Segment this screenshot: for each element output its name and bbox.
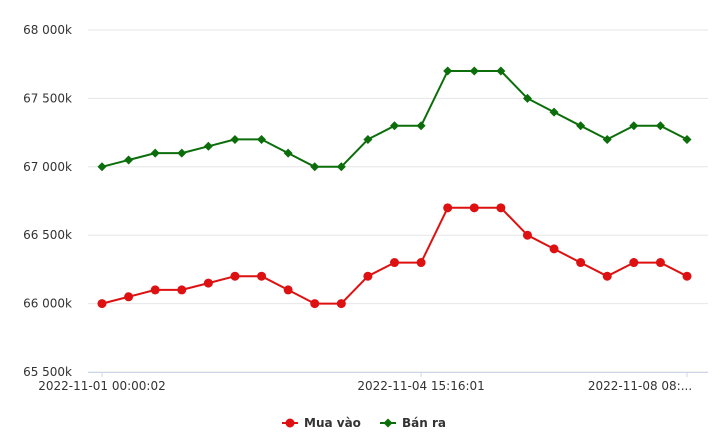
data-point[interactable] [336, 299, 346, 309]
data-point[interactable] [310, 162, 320, 172]
data-point[interactable] [469, 66, 479, 76]
data-point[interactable] [682, 271, 692, 281]
series-line [101, 206, 688, 305]
data-point[interactable] [629, 121, 639, 131]
data-point[interactable] [629, 258, 639, 268]
data-point[interactable] [496, 66, 506, 76]
y-tick-label: 67 500k [23, 91, 72, 105]
data-point[interactable] [602, 271, 612, 281]
data-point[interactable] [97, 162, 107, 172]
data-point[interactable] [602, 134, 612, 144]
data-point[interactable] [522, 93, 532, 103]
legend-circle-icon [285, 418, 295, 428]
y-tick-label: 68 000k [23, 23, 72, 37]
data-point[interactable] [283, 148, 293, 158]
x-tick-label: 2022-11-01 00:00:02 [38, 379, 165, 393]
data-point[interactable] [576, 258, 586, 268]
data-point[interactable] [203, 141, 213, 151]
data-point[interactable] [443, 203, 453, 213]
axes: 65 500k 66 000k 66 500k 67 000k 67 500k 68 00… [23, 23, 708, 393]
data-point[interactable] [363, 134, 373, 144]
legend-label: Bán ra [402, 416, 446, 430]
data-point[interactable] [124, 155, 134, 165]
grid-lines [88, 29, 708, 373]
legend-label: Mua vào [304, 416, 361, 430]
data-point[interactable] [390, 258, 399, 268]
data-point[interactable] [97, 299, 107, 309]
data-point[interactable] [150, 148, 160, 158]
data-point[interactable] [522, 230, 532, 240]
y-tick-label: 66 500k [23, 228, 72, 242]
data-point[interactable] [230, 271, 240, 281]
data-point[interactable] [655, 258, 665, 268]
data-point[interactable] [416, 258, 426, 268]
data-point[interactable] [257, 134, 267, 144]
data-point[interactable] [576, 121, 586, 131]
data-point[interactable] [443, 66, 453, 76]
data-point[interactable] [363, 271, 373, 281]
data-point[interactable] [203, 278, 213, 288]
x-tick-label: 2022-11-04 15:16:01 [357, 379, 484, 393]
data-point[interactable] [549, 244, 559, 254]
data-point[interactable] [469, 203, 479, 213]
legend-diamond-icon [383, 418, 393, 428]
x-tick-label: 2022-11-08 08:... [588, 379, 692, 393]
data-point[interactable] [257, 271, 267, 281]
data-point[interactable] [682, 134, 692, 144]
legend[interactable]: Mua vào Bán ra [282, 416, 446, 430]
data-point[interactable] [283, 285, 293, 295]
legend-item[interactable]: Mua vào [282, 416, 361, 430]
data-point[interactable] [124, 292, 134, 302]
data-point[interactable] [655, 121, 665, 131]
data-point[interactable] [177, 285, 187, 295]
data-point[interactable] [549, 107, 559, 117]
y-tick-label: 65 500k [23, 365, 72, 379]
data-point[interactable] [416, 121, 426, 131]
data-point[interactable] [390, 121, 399, 131]
legend-item[interactable]: Bán ra [380, 416, 446, 430]
series-line [101, 70, 688, 168]
data-point[interactable] [230, 134, 240, 144]
data-point[interactable] [310, 299, 320, 309]
y-tick-label: 67 000k [23, 160, 72, 174]
data-point[interactable] [336, 162, 346, 172]
data-point[interactable] [177, 148, 187, 158]
series-layer [97, 66, 692, 309]
series-1[interactable] [97, 203, 692, 309]
series-2[interactable] [97, 66, 692, 172]
data-point[interactable] [496, 203, 506, 213]
data-point[interactable] [150, 285, 160, 295]
y-tick-label: 66 000k [23, 297, 72, 311]
